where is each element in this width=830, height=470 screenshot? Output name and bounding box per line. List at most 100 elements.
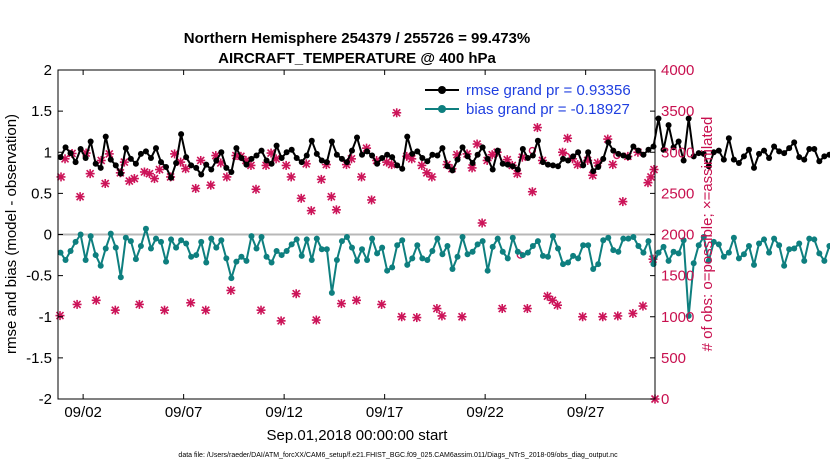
obs-assimilated-marker: [357, 172, 367, 182]
rmse-point: [354, 134, 361, 141]
obs-assimilated-marker: [296, 193, 306, 203]
obs-assimilated-marker: [226, 285, 236, 295]
legend-rmse-label: rmse grand pr = 0.93356: [466, 82, 631, 99]
bias-point: [268, 259, 275, 266]
rmse-point: [700, 150, 707, 157]
bias-point: [348, 244, 355, 251]
rmse-point: [168, 174, 175, 181]
bias-point: [439, 251, 446, 258]
rmse-point: [560, 155, 567, 162]
bias-point: [655, 249, 662, 256]
obs-assimilated-marker: [477, 218, 487, 228]
bias-point: [364, 256, 371, 263]
obs-assimilated-marker: [472, 139, 482, 149]
rmse-point: [102, 133, 109, 140]
rmse-point: [735, 159, 742, 166]
rmse-point: [364, 148, 371, 155]
y-right-tick-label: 3000: [661, 144, 694, 161]
rmse-point: [555, 163, 562, 170]
rmse-point: [313, 150, 320, 157]
bias-point: [544, 253, 551, 260]
rmse-point: [786, 145, 793, 152]
bias-point: [132, 256, 139, 263]
rmse-point: [499, 160, 506, 167]
rmse-point: [77, 145, 84, 152]
bias-point: [223, 255, 230, 262]
bias-point: [158, 238, 165, 245]
rmse-point: [67, 150, 74, 157]
rmse-point: [419, 155, 426, 162]
rmse-point: [243, 161, 250, 168]
rmse-point: [348, 147, 355, 154]
rmse-point: [565, 157, 572, 164]
obs-assimilated-marker: [149, 174, 159, 184]
bias-point: [565, 259, 572, 266]
bias-point: [660, 243, 667, 250]
rmse-point: [137, 150, 144, 157]
obs-assimilated-marker: [558, 147, 568, 157]
rmse-point: [72, 159, 79, 166]
rmse-point: [87, 138, 94, 145]
rmse-point: [258, 147, 265, 154]
rmse-point: [469, 159, 476, 166]
bias-point: [112, 244, 119, 251]
rmse-point: [308, 137, 315, 144]
bias-point: [615, 248, 622, 255]
bias-point: [323, 246, 330, 253]
bias-point: [705, 257, 712, 264]
obs-assimilated-marker: [256, 305, 266, 315]
obs-assimilated-marker: [281, 160, 291, 170]
bias-point: [298, 252, 305, 259]
bias-point: [524, 249, 531, 256]
y-right-tick-label: 3500: [661, 103, 694, 120]
rmse-point: [821, 153, 828, 160]
bias-point: [645, 238, 652, 245]
rmse-point: [198, 171, 205, 178]
bias-series: [57, 225, 830, 319]
obs-assimilated-marker: [276, 316, 286, 326]
bias-point: [685, 312, 692, 319]
bias-point: [213, 244, 220, 251]
bias-point: [253, 245, 260, 252]
bias-point: [695, 242, 702, 249]
obs-assimilated-marker: [638, 301, 648, 311]
bias-point: [509, 234, 516, 241]
rmse-point: [826, 151, 830, 158]
rmse-point: [278, 155, 285, 162]
rmse-point: [796, 154, 803, 161]
obs-assimilated-marker: [129, 174, 139, 184]
bias-point: [152, 235, 159, 242]
rmse-point: [454, 156, 461, 163]
bias-point: [484, 267, 491, 274]
bias-point: [258, 233, 265, 240]
y-axis-left-label: rmse and bias (model - observation): [3, 114, 20, 354]
y-left-tick-label: -1: [39, 309, 52, 326]
bias-point: [570, 252, 577, 259]
bias-point: [233, 258, 240, 265]
rmse-point: [509, 163, 516, 170]
rmse-point: [645, 146, 652, 153]
rmse-point: [539, 159, 546, 166]
rmse-point: [600, 155, 607, 162]
obs-assimilated-marker: [608, 160, 618, 170]
bias-point: [650, 261, 657, 268]
bias-point: [399, 237, 406, 244]
bias-point: [122, 234, 129, 241]
rmse-point: [655, 115, 662, 122]
rmse-point: [233, 145, 240, 152]
x-tick-label: 09/17: [366, 404, 404, 421]
bias-point: [434, 235, 441, 242]
y-right-tick-label: 1000: [661, 309, 694, 326]
bias-point: [575, 255, 582, 262]
obs-assimilated-marker: [91, 295, 101, 305]
y-right-tick-label: 500: [661, 350, 686, 367]
bias-point: [625, 235, 632, 242]
bias-point: [725, 249, 732, 256]
rmse-point: [203, 161, 210, 168]
rmse-point: [328, 138, 335, 145]
bias-point: [243, 257, 250, 264]
rmse-point: [359, 151, 366, 158]
rmse-point: [152, 145, 159, 152]
bias-point: [444, 243, 451, 250]
rmse-point: [529, 152, 536, 159]
